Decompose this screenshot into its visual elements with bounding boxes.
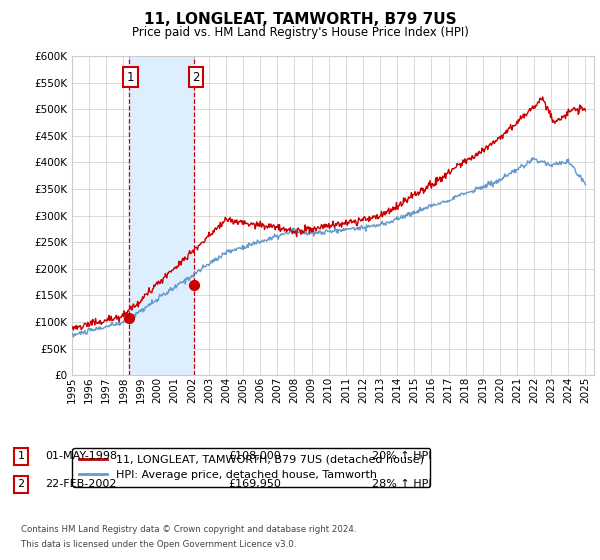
Text: 22-FEB-2002: 22-FEB-2002 [45, 479, 116, 489]
Text: 20% ↑ HPI: 20% ↑ HPI [372, 451, 431, 461]
Text: Contains HM Land Registry data © Crown copyright and database right 2024.: Contains HM Land Registry data © Crown c… [21, 525, 356, 534]
Text: 1: 1 [17, 451, 25, 461]
Text: 2: 2 [192, 71, 200, 84]
Text: Price paid vs. HM Land Registry's House Price Index (HPI): Price paid vs. HM Land Registry's House … [131, 26, 469, 39]
Text: 11, LONGLEAT, TAMWORTH, B79 7US: 11, LONGLEAT, TAMWORTH, B79 7US [143, 12, 457, 27]
Text: 28% ↑ HPI: 28% ↑ HPI [372, 479, 431, 489]
Bar [129, 56, 194, 375]
Text: 01-MAY-1998: 01-MAY-1998 [45, 451, 117, 461]
Point [124, 313, 134, 322]
Text: This data is licensed under the Open Government Licence v3.0.: This data is licensed under the Open Gov… [21, 540, 296, 549]
Text: 2: 2 [17, 479, 25, 489]
Text: £108,000: £108,000 [228, 451, 281, 461]
Text: £169,950: £169,950 [228, 479, 281, 489]
Text: 1: 1 [127, 71, 134, 84]
Point [190, 281, 199, 290]
Legend: 11, LONGLEAT, TAMWORTH, B79 7US (detached house), HPI: Average price, detached h: 11, LONGLEAT, TAMWORTH, B79 7US (detache… [73, 448, 430, 487]
